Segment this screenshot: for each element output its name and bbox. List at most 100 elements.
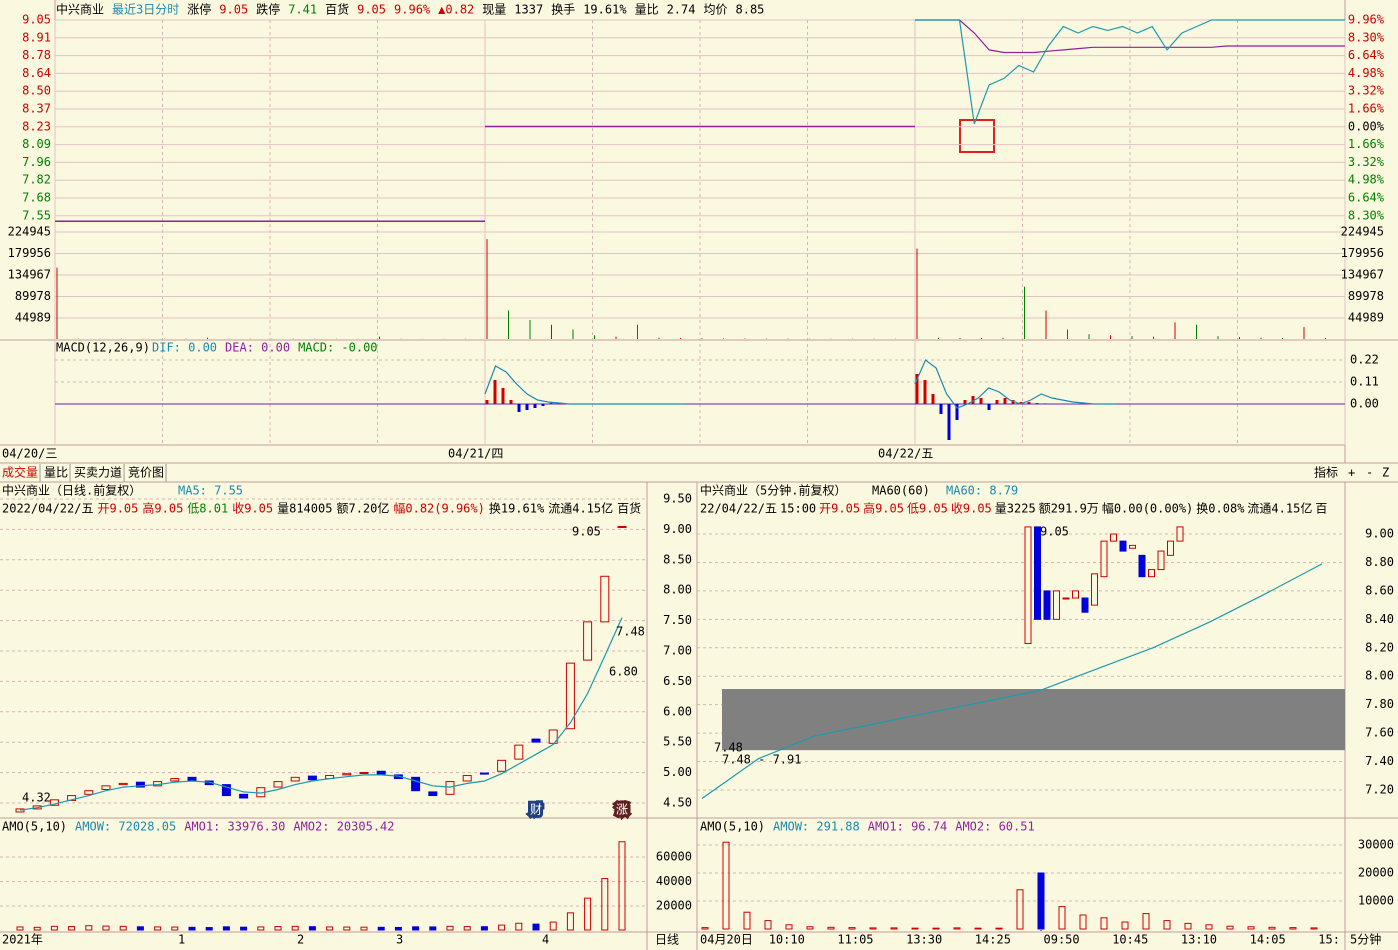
amo-bar <box>515 922 523 931</box>
info-text: 量814005 <box>277 502 332 516</box>
candle-body <box>1148 569 1155 578</box>
badge: 财 <box>530 803 542 817</box>
tool-button[interactable]: Z <box>1382 466 1389 480</box>
volume-tick-label: 89978 <box>1348 289 1384 303</box>
info-text: 百 <box>1315 502 1327 516</box>
price-note: 6.80 <box>609 665 638 679</box>
price-line <box>915 19 1345 125</box>
info-text: 8.85 <box>736 3 765 17</box>
amo-bar <box>1100 917 1108 930</box>
y2-tick-label: 8.30% <box>1348 30 1385 44</box>
candle-body <box>1072 590 1079 599</box>
y-tick-label: 5.00 <box>663 765 692 779</box>
y2-tick-label: 1.66% <box>1348 137 1385 151</box>
amo-bar <box>549 921 557 931</box>
info-text: 收9.05 <box>232 502 273 516</box>
ma60-line <box>701 563 1323 799</box>
y-tick-label: 4.50 <box>663 796 692 810</box>
y-tick-label: 7.96 <box>22 155 51 169</box>
info-text: MACD: -0.00 <box>298 341 377 355</box>
amo-bar <box>848 927 856 930</box>
y-tick-label: 8.78 <box>22 48 51 62</box>
y-tick-label: 7.60 <box>1365 726 1394 740</box>
x-tick-label: 13:10 <box>1181 933 1217 947</box>
amo-bar <box>1247 926 1255 930</box>
amo-bar <box>701 927 709 930</box>
y-tick-label: 9.05 <box>22 13 51 27</box>
info-text: 19.61% <box>583 3 627 17</box>
tool-button[interactable]: 指标 <box>1314 465 1338 480</box>
volume-tick-label: 89978 <box>15 289 51 303</box>
amo-bar <box>16 926 24 931</box>
candle-body <box>1100 540 1108 578</box>
candle-body <box>84 790 94 795</box>
tab[interactable]: 量比 <box>44 466 68 480</box>
y-tick-label: 7.68 <box>22 191 51 205</box>
ma-label: MA5: 7.55 <box>178 484 243 498</box>
candle-body <box>273 781 283 788</box>
candle-body <box>1034 526 1041 620</box>
candle-body <box>1157 550 1165 571</box>
candle-body <box>1167 540 1174 556</box>
candle-body <box>307 775 317 781</box>
range-label: 7.48 - 7.91 <box>722 753 801 767</box>
amo-bar <box>171 926 179 931</box>
amo-tick-label: 20000 <box>656 899 692 913</box>
candle-body <box>239 793 249 799</box>
candle-body <box>1176 526 1184 542</box>
macd-tick-label: 0.11 <box>1350 375 1379 389</box>
tool-button[interactable]: - <box>1366 466 1373 480</box>
x-tick-label: 2021年 <box>2 933 43 947</box>
x-tick-label: 09:50 <box>1044 933 1080 947</box>
y2-tick-label: 9.96% <box>1348 13 1385 27</box>
amo-bar <box>429 926 437 931</box>
price-note: 4.32 <box>22 791 51 805</box>
amo-bar <box>1037 872 1045 930</box>
amo-bar <box>601 878 609 931</box>
candle-body <box>497 759 507 772</box>
amo-bar <box>1268 926 1276 930</box>
y-tick-label: 6.50 <box>663 674 692 688</box>
amo-bar <box>394 926 402 931</box>
y-tick-label: 8.20 <box>1365 640 1394 654</box>
candle-body <box>170 778 180 782</box>
tab[interactable]: 成交量 <box>2 465 38 480</box>
tab[interactable]: 竞价图 <box>128 466 164 480</box>
info-text: 额7.20亿 <box>336 501 389 516</box>
info-text: 百货 <box>325 2 349 17</box>
x-tick-label: 14:05 <box>1250 933 1286 947</box>
y-tick-label: 7.80 <box>1365 697 1394 711</box>
info-text: 换0.08% <box>1196 502 1245 516</box>
info-text: 22/04/22/五 <box>700 502 777 516</box>
candle-body <box>1110 533 1117 542</box>
info-text: AMO2: 20305.42 <box>293 820 394 834</box>
amo-bar <box>308 926 316 931</box>
date-label: 04/21/四 <box>448 447 503 461</box>
volume-tick-label: 134967 <box>1341 268 1384 282</box>
y2-tick-label: 3.32% <box>1348 84 1385 98</box>
candle-body <box>565 662 575 730</box>
info-text: 涨停 <box>187 2 211 17</box>
y-tick-label: 8.91 <box>22 30 51 44</box>
tab[interactable]: 买卖力道 <box>74 466 122 480</box>
amo-bar <box>785 924 793 930</box>
amo-bar <box>68 926 76 931</box>
amo-bar <box>584 897 592 931</box>
amo-bar <box>827 926 835 930</box>
candle-body <box>411 776 421 792</box>
y-tick-label: 8.09 <box>22 137 51 151</box>
info-text: 额291.9万 <box>1039 502 1099 516</box>
y-tick-label: 8.50 <box>22 84 51 98</box>
amo-bar <box>50 925 58 931</box>
candle-body <box>1043 590 1051 620</box>
candle-body <box>221 784 231 797</box>
y-tick-label: 8.40 <box>1365 612 1394 626</box>
tool-button[interactable]: + <box>1348 466 1355 480</box>
amo-bar <box>806 926 814 930</box>
x-tick-label: 13:30 <box>906 933 942 947</box>
amo-bar <box>240 926 248 931</box>
y-tick-label: 5.50 <box>663 735 692 749</box>
candle-body <box>1024 526 1032 645</box>
